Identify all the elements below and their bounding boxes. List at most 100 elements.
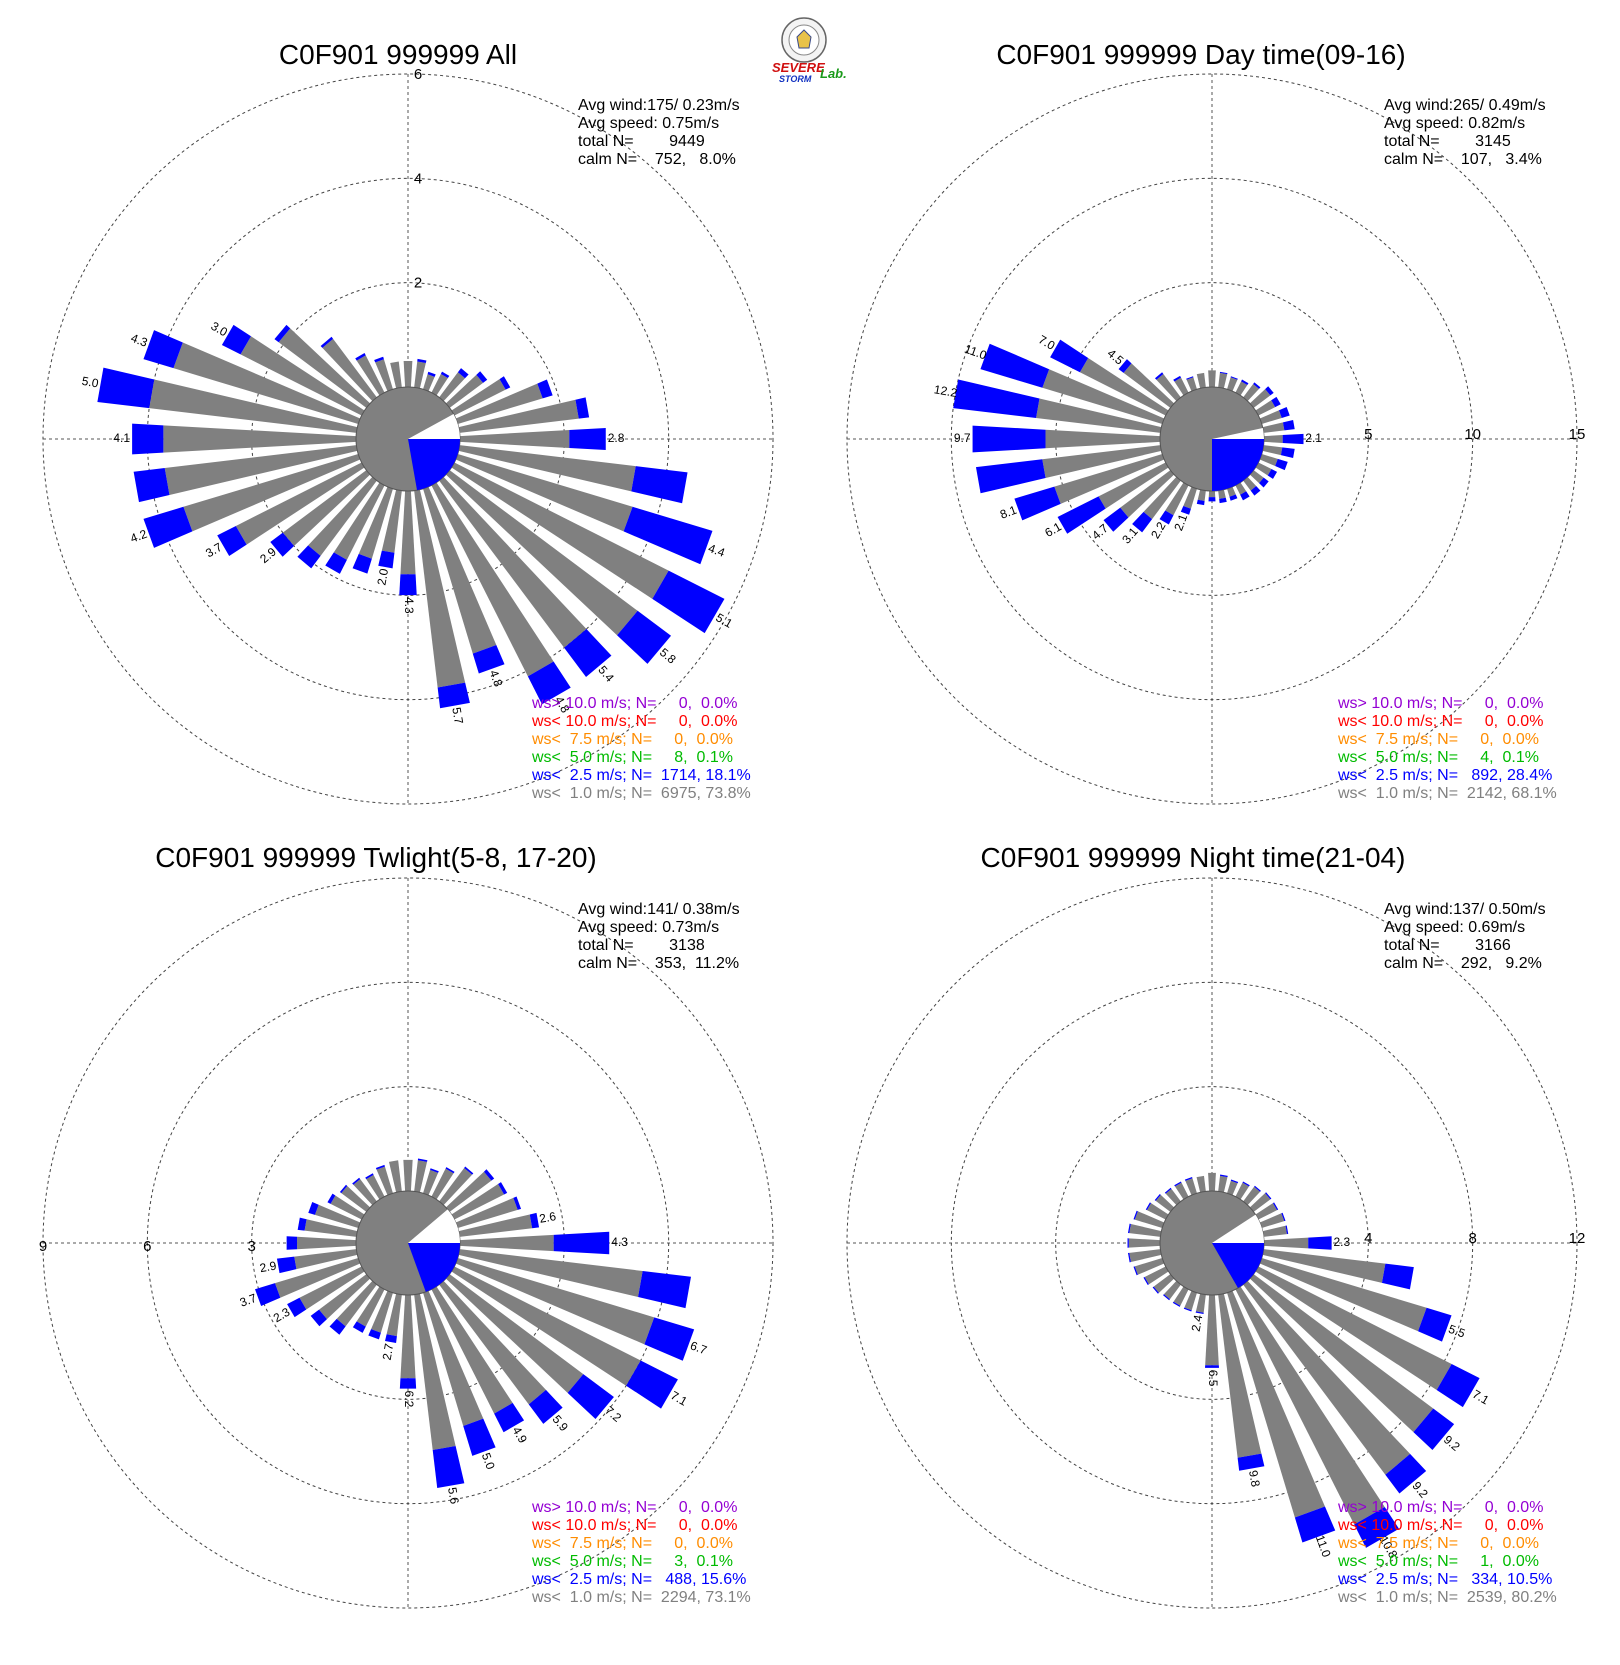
bar-blue-310 <box>1118 359 1132 373</box>
calm-white-sector <box>1212 1214 1264 1243</box>
bar-gray-80 <box>1262 422 1285 433</box>
ring-label: 15 <box>1569 426 1586 443</box>
bar-gray-140 <box>439 476 587 648</box>
bar-label-170: 5.7 <box>449 706 466 725</box>
ring-label: 4 <box>414 170 422 187</box>
bar-blue-290 <box>980 343 1050 388</box>
bar-blue-180 <box>399 1378 417 1389</box>
bar-blue-250 <box>1014 486 1061 521</box>
bar-gray-330 <box>1174 1182 1189 1200</box>
bar-blue-200 <box>352 553 372 574</box>
severe-storm-lab-logo: SEVERE STORM Lab. <box>772 17 847 84</box>
bar-label-290: 4.3 <box>129 331 150 350</box>
calm-blue-sector <box>408 1243 460 1292</box>
bar-blue-80 <box>1285 1225 1289 1235</box>
bar-gray-230 <box>282 470 371 547</box>
bar-gray-350 <box>388 1160 402 1193</box>
bar-gray-340 <box>375 359 393 392</box>
bar-blue-330 <box>1174 1181 1182 1187</box>
bar-gray-10 <box>1218 1175 1228 1193</box>
bar-blue-200 <box>368 1329 381 1340</box>
bar-gray-190 <box>1195 1293 1206 1313</box>
legend-entry-6: ws< 1.0 m/s; N= 6975, 73.8% <box>531 785 751 802</box>
bar-gray-290 <box>1134 1211 1165 1228</box>
legend-entry-4: ws< 5.0 m/s; N= 8, 0.1% <box>531 749 733 766</box>
stat-line-1: Avg wind:265/ 0.49m/s <box>1384 97 1546 114</box>
bar-label-120: 7.1 <box>668 1388 690 1409</box>
bar-blue-260 <box>276 1256 297 1274</box>
bar-blue-10 <box>417 1158 428 1162</box>
bar-gray-200 <box>1183 486 1197 509</box>
bar-blue-50 <box>1265 1192 1272 1200</box>
bar-blue-100 <box>631 466 688 504</box>
bar-label-90: 2.1 <box>1305 431 1322 445</box>
bar-gray-320 <box>1165 1188 1181 1206</box>
bar-blue-80 <box>1282 419 1295 431</box>
bar-gray-200 <box>358 486 393 559</box>
bar-gray-230 <box>319 1274 371 1320</box>
bar-blue-40 <box>1253 382 1261 389</box>
bar-label-110: 6.7 <box>688 1338 709 1357</box>
bar-gray-160 <box>1227 1290 1325 1518</box>
bar-gray-330 <box>1174 377 1189 396</box>
bar-label-90: 2.8 <box>608 431 625 445</box>
bar-gray-0 <box>403 361 413 388</box>
bar-blue-310 <box>339 1184 348 1194</box>
bar-blue-270 <box>1127 1238 1129 1248</box>
ring-12 <box>846 877 1578 1609</box>
bar-blue-300 <box>1050 339 1089 373</box>
bar-label-160: 4.8 <box>487 668 506 689</box>
bar-blue-120 <box>1436 1364 1480 1408</box>
legend-entry-5: ws< 2.5 m/s; N= 892, 28.4% <box>1337 767 1552 784</box>
bar-blue-80 <box>529 1212 540 1229</box>
bar-blue-130 <box>1259 477 1269 488</box>
bar-gray-180 <box>400 1294 416 1379</box>
bar-gray-270 <box>1045 429 1161 449</box>
bar-blue-70 <box>1281 1212 1286 1222</box>
bar-blue-240 <box>217 525 247 557</box>
bar-gray-310 <box>1155 1194 1175 1212</box>
bar-blue-40 <box>1254 1185 1261 1192</box>
bar-gray-210 <box>356 1286 385 1327</box>
bar-blue-140 <box>1250 486 1261 496</box>
bar-blue-110 <box>644 1317 695 1361</box>
bar-gray-0 <box>403 1159 413 1192</box>
bar-blue-110 <box>623 506 713 565</box>
ring-label: 8 <box>1468 1230 1476 1247</box>
bar-blue-320 <box>352 1177 361 1185</box>
bar-blue-280 <box>97 367 155 409</box>
ring-8 <box>950 981 1474 1505</box>
bar-gray-150 <box>431 1286 513 1414</box>
bar-blue-170 <box>1237 1453 1265 1471</box>
bar-gray-220 <box>308 476 377 556</box>
calm-blue-sector <box>1212 1243 1264 1289</box>
ring-5 <box>1055 282 1369 596</box>
bar-label-170: 5.6 <box>445 1486 462 1505</box>
bar-label-270: 4.1 <box>113 431 130 445</box>
bar-blue-320 <box>1164 1187 1172 1194</box>
stat-line-4: calm N= 353, 11.2% <box>578 955 739 972</box>
bar-gray-220 <box>336 1280 377 1327</box>
legend-entry-1: ws> 10.0 m/s; N= 0, 0.0% <box>531 1499 737 1516</box>
bar-gray-230 <box>1120 470 1175 518</box>
bar-gray-120 <box>1255 1266 1452 1391</box>
bar-gray-220 <box>1163 1280 1181 1300</box>
bar-gray-180 <box>1208 490 1216 498</box>
windrose-panel-1: 2462.84.45.15.85.44.84.85.74.32.02.93.74… <box>42 39 774 805</box>
legend-entry-4: ws< 5.0 m/s; N= 3, 0.1% <box>531 1553 733 1570</box>
bar-blue-290 <box>1133 1210 1138 1220</box>
bar-blue-10 <box>1220 1174 1228 1178</box>
bar-gray-270 <box>297 1236 357 1250</box>
bar-blue-110 <box>1275 458 1288 471</box>
bar-gray-90 <box>459 1234 554 1252</box>
bar-label-150: 4.9 <box>509 1424 530 1446</box>
bar-gray-170 <box>414 489 466 688</box>
bar-label-190: 2.0 <box>374 567 391 586</box>
bar-blue-330 <box>365 1173 374 1180</box>
bar-gray-280 <box>1036 398 1162 433</box>
bar-blue-190 <box>1196 499 1205 506</box>
bar-gray-300 <box>1146 1203 1169 1220</box>
bar-blue-230 <box>310 1309 327 1327</box>
bar-blue-340 <box>375 1164 385 1170</box>
bar-label-120: 5.1 <box>713 610 735 631</box>
